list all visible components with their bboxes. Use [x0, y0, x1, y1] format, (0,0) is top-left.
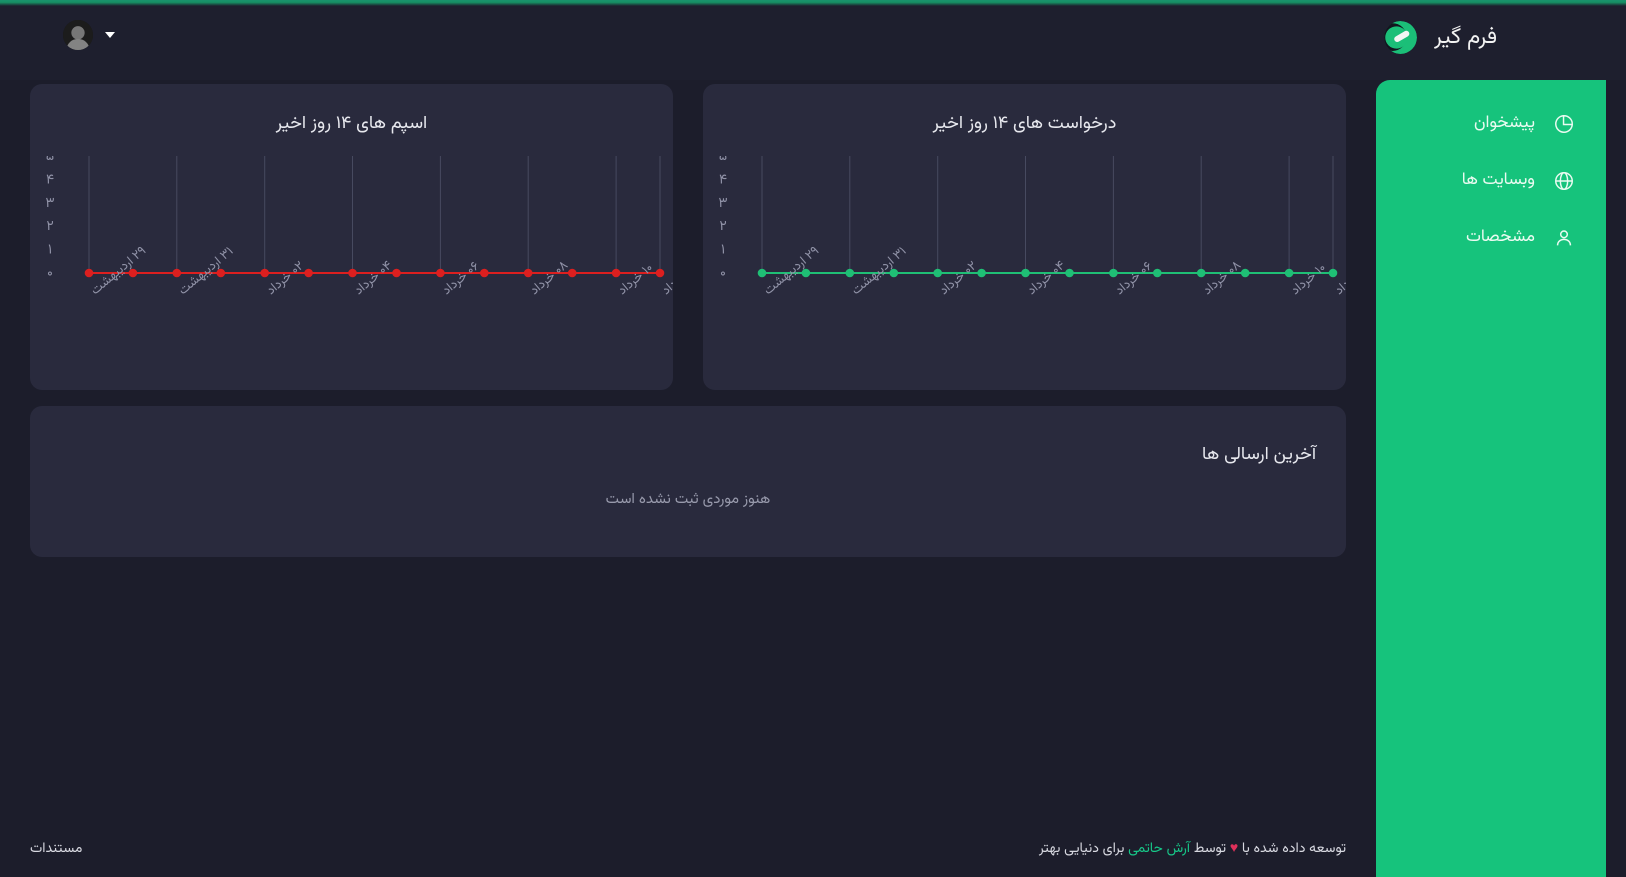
svg-text:۰۲ خرداد: ۰۲ خرداد — [935, 257, 982, 301]
svg-text:۰: ۰ — [720, 263, 726, 285]
svg-text:۲: ۲ — [46, 216, 53, 238]
svg-text:۱۰ خرداد: ۱۰ خرداد — [1287, 259, 1331, 301]
svg-text:۱۰ خرداد: ۱۰ خرداد — [614, 259, 658, 301]
svg-text:۳۱ اردیبهشت: ۳۱ اردیبهشت — [174, 242, 238, 300]
svg-text:۲: ۲ — [719, 216, 726, 238]
svg-text:۰۴ خرداد: ۰۴ خرداد — [350, 256, 397, 300]
svg-text:۱: ۱ — [721, 240, 725, 262]
svg-text:۰۶ خرداد: ۰۶ خرداد — [438, 257, 484, 300]
svg-text:۲۹ اردیبهشت: ۲۹ اردیبهشت — [87, 242, 151, 301]
svg-text:۵: ۵ — [719, 156, 727, 168]
svg-text:۰۶ خرداد: ۰۶ خرداد — [1111, 257, 1157, 300]
svg-text:۰۴ خرداد: ۰۴ خرداد — [1023, 256, 1070, 300]
svg-text:۵: ۵ — [46, 156, 54, 168]
svg-text:۲۹ اردیبهشت: ۲۹ اردیبهشت — [760, 242, 824, 301]
svg-text:۴: ۴ — [46, 169, 54, 191]
svg-text:۰۸ خرداد: ۰۸ خرداد — [1199, 256, 1246, 300]
svg-text:۰۸ خرداد: ۰۸ خرداد — [526, 256, 573, 300]
svg-text:۳۱ اردیبهشت: ۳۱ اردیبهشت — [847, 242, 911, 300]
svg-text:۰۲ خرداد: ۰۲ خرداد — [262, 257, 309, 301]
svg-text:۱: ۱ — [48, 240, 52, 262]
svg-text:۰: ۰ — [47, 263, 53, 285]
svg-text:۳: ۳ — [718, 193, 727, 215]
svg-text:۴: ۴ — [719, 169, 727, 191]
svg-text:۳: ۳ — [45, 193, 54, 215]
